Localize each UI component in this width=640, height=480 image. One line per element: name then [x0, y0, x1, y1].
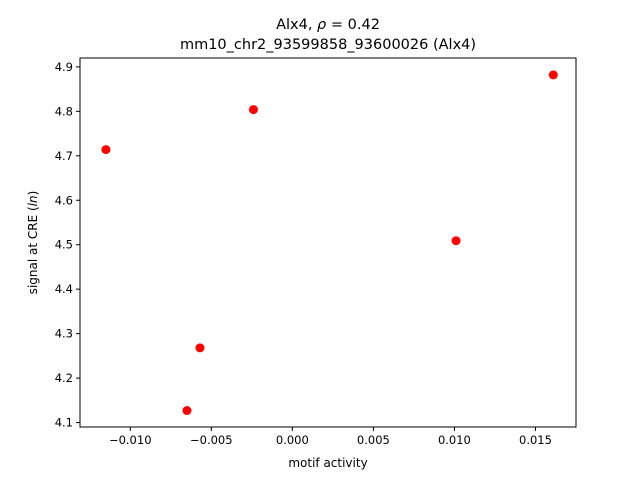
data-point-2: [195, 343, 205, 353]
y-tick-label: 4.8: [55, 104, 73, 118]
y-tick-label: 4.2: [55, 371, 73, 385]
data-point-0: [101, 145, 111, 155]
y-tick-label: 4.5: [55, 238, 73, 252]
data-points: [101, 70, 558, 416]
x-tick-label: −0.010: [109, 433, 152, 447]
x-axis-label: motif activity: [288, 456, 367, 470]
x-tick-label: 0.005: [357, 433, 390, 447]
y-tick-label: 4.7: [55, 149, 73, 163]
data-point-1: [182, 406, 192, 416]
y-tick-label: 4.6: [55, 193, 73, 207]
x-tick-label: 0.000: [276, 433, 309, 447]
chart-title: Alx4, ρ = 0.42: [276, 17, 380, 33]
x-tick-label: 0.015: [519, 433, 552, 447]
y-tick-label: 4.1: [55, 416, 73, 430]
chart-subtitle: mm10_chr2_93599858_93600026 (Alx4): [180, 37, 476, 53]
x-tick-label: 0.010: [438, 433, 471, 447]
y-tick-label: 4.4: [55, 282, 73, 296]
y-tick-label: 4.3: [55, 327, 73, 341]
x-tick-label: −0.005: [190, 433, 233, 447]
y-tick-label: 4.9: [55, 60, 73, 74]
data-point-4: [451, 236, 461, 246]
plot-frame: [79, 57, 577, 428]
y-axis-ticks: 4.1 4.2 4.3 4.4 4.5 4.6 4.7 4.8 4.9: [55, 60, 80, 430]
y-axis-label: signal at CRE (ln): [26, 191, 40, 295]
data-point-3: [248, 105, 258, 115]
x-axis-ticks: −0.010 −0.005 0.000 0.005 0.010 0.015: [109, 427, 552, 447]
data-point-5: [548, 70, 558, 80]
